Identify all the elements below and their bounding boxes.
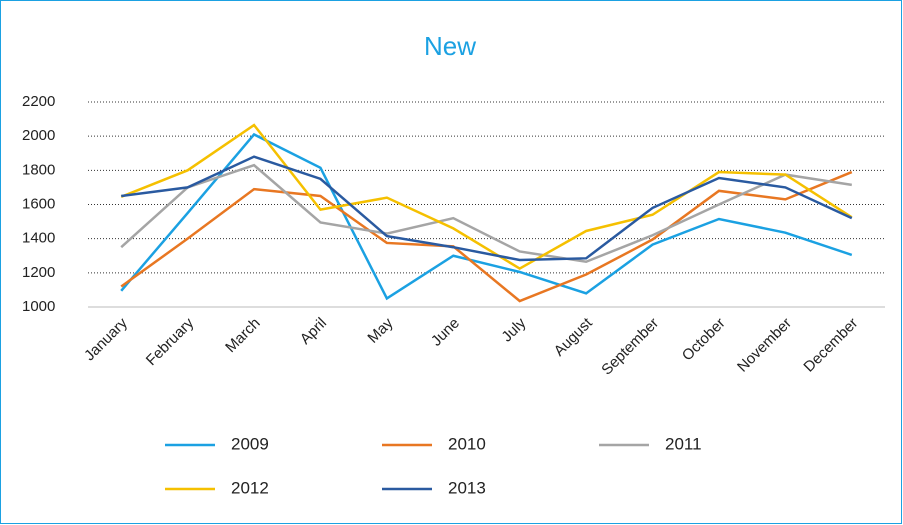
y-tick-label: 1800: [22, 161, 55, 178]
legend-label: 2012: [231, 478, 269, 497]
y-tick-label: 1000: [22, 298, 55, 315]
y-tick-label: 2000: [22, 127, 55, 144]
series-line: [120, 170, 853, 303]
legend-label: 2013: [448, 478, 486, 497]
y-tick-label: 1600: [22, 195, 55, 212]
y-tick-label: 1200: [22, 264, 55, 281]
legend-label: 2010: [448, 434, 486, 453]
y-tick-label: 1400: [22, 230, 55, 247]
y-tick-label: 2200: [22, 93, 55, 110]
legend-label: 2009: [231, 434, 269, 453]
chart-title: New: [424, 31, 476, 61]
legend-label: 2011: [665, 434, 702, 453]
series-line: [120, 163, 852, 264]
series-line: [120, 132, 853, 301]
series-line: [120, 123, 853, 271]
series-line: [121, 155, 853, 262]
